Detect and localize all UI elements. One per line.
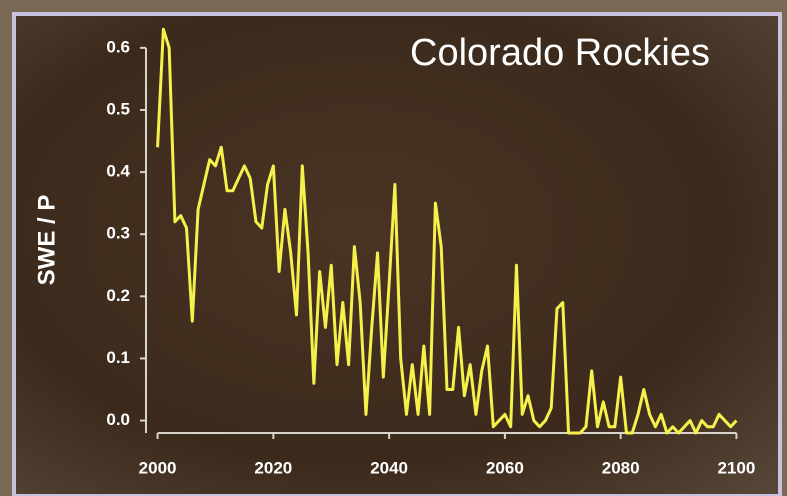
y-tick-label: 0.2 xyxy=(106,286,130,305)
x-tick-label: 2020 xyxy=(254,458,292,477)
y-tick-label: 0.5 xyxy=(106,99,130,118)
x-tick-label: 2080 xyxy=(602,458,640,477)
y-tick-label: 0.3 xyxy=(106,224,130,243)
y-axis-label: SWE / P xyxy=(33,195,60,286)
y-tick-label: 0.6 xyxy=(106,37,130,56)
chart-title: Colorado Rockies xyxy=(410,32,710,74)
x-tick-label: 2060 xyxy=(486,458,524,477)
y-tick-label: 0.0 xyxy=(106,410,130,429)
x-tick-label: 2000 xyxy=(139,458,177,477)
x-tick-label: 2040 xyxy=(370,458,408,477)
x-tick-label: 2100 xyxy=(718,458,756,477)
y-tick-label: 0.4 xyxy=(106,162,130,181)
y-tick-label: 0.1 xyxy=(106,348,130,367)
data-line xyxy=(156,27,738,435)
